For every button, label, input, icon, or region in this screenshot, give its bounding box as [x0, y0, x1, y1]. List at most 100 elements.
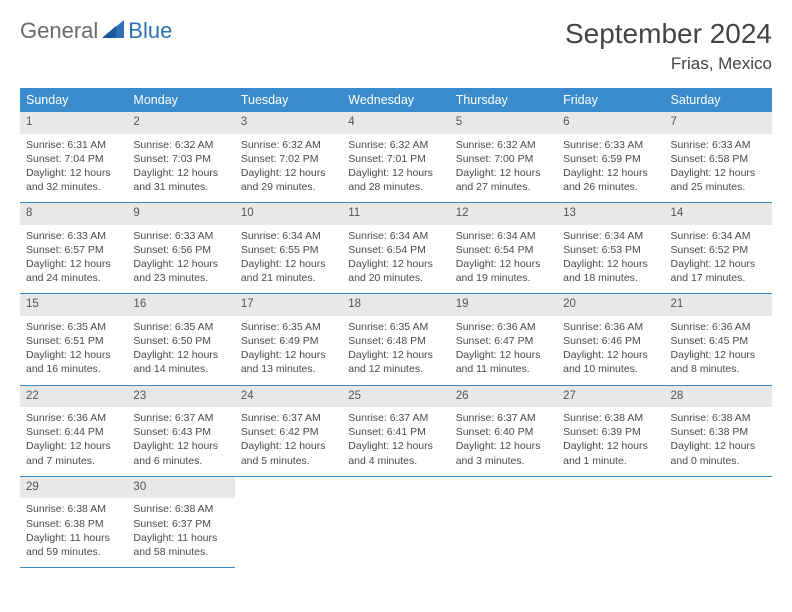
sunrise-line: Sunrise: 6:36 AM	[26, 411, 121, 425]
logo-sail-icon	[102, 18, 124, 44]
sunset-line: Sunset: 6:56 PM	[133, 243, 228, 257]
sunset-line: Sunset: 6:58 PM	[671, 152, 766, 166]
sunrise-line: Sunrise: 6:34 AM	[563, 229, 658, 243]
week-row: 1Sunrise: 6:31 AMSunset: 7:04 PMDaylight…	[20, 112, 772, 203]
sunrise-line: Sunrise: 6:34 AM	[671, 229, 766, 243]
daylight-line: Daylight: 12 hours and 25 minutes.	[671, 166, 766, 194]
day-cell: 6Sunrise: 6:33 AMSunset: 6:59 PMDaylight…	[557, 112, 664, 203]
day-body: Sunrise: 6:32 AMSunset: 7:02 PMDaylight:…	[235, 134, 342, 203]
sunset-line: Sunset: 6:45 PM	[671, 334, 766, 348]
day-body: Sunrise: 6:37 AMSunset: 6:41 PMDaylight:…	[342, 407, 449, 476]
day-number: 5	[450, 112, 557, 134]
sunrise-line: Sunrise: 6:33 AM	[26, 229, 121, 243]
day-number: 30	[127, 477, 234, 499]
daylight-line: Daylight: 12 hours and 1 minute.	[563, 439, 658, 467]
day-cell: 14Sunrise: 6:34 AMSunset: 6:52 PMDayligh…	[665, 203, 772, 294]
day-number: 9	[127, 203, 234, 225]
sunset-line: Sunset: 6:54 PM	[348, 243, 443, 257]
day-cell: 18Sunrise: 6:35 AMSunset: 6:48 PMDayligh…	[342, 294, 449, 385]
sunrise-line: Sunrise: 6:36 AM	[563, 320, 658, 334]
day-cell: 19Sunrise: 6:36 AMSunset: 6:47 PMDayligh…	[450, 294, 557, 385]
day-number: 13	[557, 203, 664, 225]
daylight-line: Daylight: 12 hours and 16 minutes.	[26, 348, 121, 376]
day-body: Sunrise: 6:35 AMSunset: 6:51 PMDaylight:…	[20, 316, 127, 385]
day-body: Sunrise: 6:36 AMSunset: 6:46 PMDaylight:…	[557, 316, 664, 385]
sunset-line: Sunset: 6:59 PM	[563, 152, 658, 166]
day-number: 20	[557, 294, 664, 316]
day-body: Sunrise: 6:33 AMSunset: 6:58 PMDaylight:…	[665, 134, 772, 203]
day-cell: 23Sunrise: 6:37 AMSunset: 6:43 PMDayligh…	[127, 385, 234, 476]
daylight-line: Daylight: 12 hours and 3 minutes.	[456, 439, 551, 467]
sunrise-line: Sunrise: 6:33 AM	[671, 138, 766, 152]
sunrise-line: Sunrise: 6:37 AM	[133, 411, 228, 425]
sunset-line: Sunset: 6:48 PM	[348, 334, 443, 348]
day-cell: 8Sunrise: 6:33 AMSunset: 6:57 PMDaylight…	[20, 203, 127, 294]
sunset-line: Sunset: 6:57 PM	[26, 243, 121, 257]
daylight-line: Daylight: 12 hours and 20 minutes.	[348, 257, 443, 285]
day-number: 15	[20, 294, 127, 316]
sunset-line: Sunset: 7:00 PM	[456, 152, 551, 166]
day-number: 8	[20, 203, 127, 225]
day-cell: 3Sunrise: 6:32 AMSunset: 7:02 PMDaylight…	[235, 112, 342, 203]
day-number: 23	[127, 386, 234, 408]
week-row: 22Sunrise: 6:36 AMSunset: 6:44 PMDayligh…	[20, 385, 772, 476]
sunrise-line: Sunrise: 6:32 AM	[241, 138, 336, 152]
day-number: 2	[127, 112, 234, 134]
day-cell	[450, 476, 557, 567]
day-cell: 7Sunrise: 6:33 AMSunset: 6:58 PMDaylight…	[665, 112, 772, 203]
daylight-line: Daylight: 12 hours and 27 minutes.	[456, 166, 551, 194]
sunrise-line: Sunrise: 6:33 AM	[133, 229, 228, 243]
sunrise-line: Sunrise: 6:38 AM	[563, 411, 658, 425]
sunrise-line: Sunrise: 6:35 AM	[241, 320, 336, 334]
daylight-line: Daylight: 12 hours and 23 minutes.	[133, 257, 228, 285]
day-number: 19	[450, 294, 557, 316]
sunrise-line: Sunrise: 6:35 AM	[133, 320, 228, 334]
day-cell	[665, 476, 772, 567]
day-cell: 15Sunrise: 6:35 AMSunset: 6:51 PMDayligh…	[20, 294, 127, 385]
week-row: 8Sunrise: 6:33 AMSunset: 6:57 PMDaylight…	[20, 203, 772, 294]
sunrise-line: Sunrise: 6:37 AM	[456, 411, 551, 425]
day-cell: 5Sunrise: 6:32 AMSunset: 7:00 PMDaylight…	[450, 112, 557, 203]
day-body: Sunrise: 6:36 AMSunset: 6:44 PMDaylight:…	[20, 407, 127, 476]
sunset-line: Sunset: 6:46 PM	[563, 334, 658, 348]
day-cell: 21Sunrise: 6:36 AMSunset: 6:45 PMDayligh…	[665, 294, 772, 385]
day-cell	[557, 476, 664, 567]
sunset-line: Sunset: 6:42 PM	[241, 425, 336, 439]
day-cell: 17Sunrise: 6:35 AMSunset: 6:49 PMDayligh…	[235, 294, 342, 385]
day-cell: 9 Sunrise: 6:33 AMSunset: 6:56 PMDaylight…	[127, 203, 234, 294]
sunset-line: Sunset: 6:53 PM	[563, 243, 658, 257]
daylight-line: Daylight: 12 hours and 14 minutes.	[133, 348, 228, 376]
day-body: Sunrise: 6:37 AMSunset: 6:43 PMDaylight:…	[127, 407, 234, 476]
day-number: 10	[235, 203, 342, 225]
daylight-line: Daylight: 12 hours and 21 minutes.	[241, 257, 336, 285]
day-number: 21	[665, 294, 772, 316]
day-number: 12	[450, 203, 557, 225]
sunrise-line: Sunrise: 6:36 AM	[456, 320, 551, 334]
week-row: 15Sunrise: 6:35 AMSunset: 6:51 PMDayligh…	[20, 294, 772, 385]
day-cell	[235, 476, 342, 567]
day-body: Sunrise: 6:37 AMSunset: 6:42 PMDaylight:…	[235, 407, 342, 476]
day-cell: 16Sunrise: 6:35 AMSunset: 6:50 PMDayligh…	[127, 294, 234, 385]
day-number: 27	[557, 386, 664, 408]
sunrise-line: Sunrise: 6:32 AM	[133, 138, 228, 152]
day-body: Sunrise: 6:32 AMSunset: 7:03 PMDaylight:…	[127, 134, 234, 203]
day-cell: 20Sunrise: 6:36 AMSunset: 6:46 PMDayligh…	[557, 294, 664, 385]
day-body: Sunrise: 6:33 AMSunset: 6:57 PMDaylight:…	[20, 225, 127, 294]
sunrise-line: Sunrise: 6:34 AM	[456, 229, 551, 243]
sunrise-line: Sunrise: 6:38 AM	[671, 411, 766, 425]
day-body: Sunrise: 6:38 AMSunset: 6:38 PMDaylight:…	[665, 407, 772, 476]
day-body: Sunrise: 6:35 AMSunset: 6:49 PMDaylight:…	[235, 316, 342, 385]
calendar-table: Sunday Monday Tuesday Wednesday Thursday…	[20, 88, 772, 568]
day-body: Sunrise: 6:35 AMSunset: 6:48 PMDaylight:…	[342, 316, 449, 385]
daylight-line: Daylight: 12 hours and 10 minutes.	[563, 348, 658, 376]
daylight-line: Daylight: 12 hours and 32 minutes.	[26, 166, 121, 194]
day-number: 28	[665, 386, 772, 408]
logo-text-general: General	[20, 18, 98, 44]
day-number: 3	[235, 112, 342, 134]
dow-friday: Friday	[557, 88, 664, 112]
sunset-line: Sunset: 6:39 PM	[563, 425, 658, 439]
day-body: Sunrise: 6:34 AMSunset: 6:52 PMDaylight:…	[665, 225, 772, 294]
day-cell: 2Sunrise: 6:32 AMSunset: 7:03 PMDaylight…	[127, 112, 234, 203]
daylight-line: Daylight: 12 hours and 24 minutes.	[26, 257, 121, 285]
daylight-line: Daylight: 12 hours and 5 minutes.	[241, 439, 336, 467]
